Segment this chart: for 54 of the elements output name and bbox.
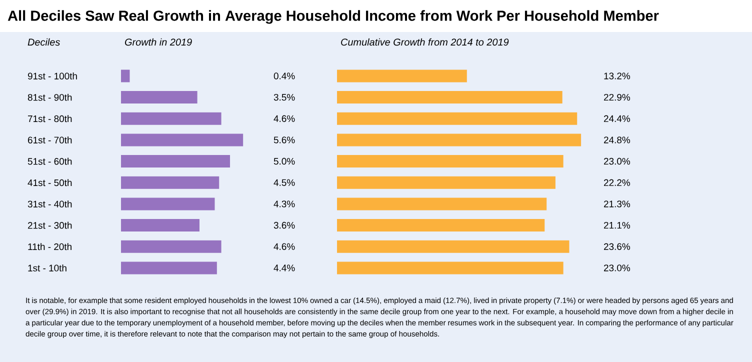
- chart-subtitle: Growth in 2019: [125, 38, 192, 46]
- bar: [337, 70, 467, 82]
- bar: [121, 262, 217, 274]
- data-label: 4.3%: [274, 200, 295, 208]
- y-tick-label: 61st - 70th: [28, 136, 72, 144]
- data-label: 4.4%: [274, 264, 295, 272]
- bar: [121, 219, 200, 232]
- bar: [337, 240, 570, 253]
- chart-subtitle: Cumulative Growth from 2014 to 2019: [341, 38, 509, 46]
- bar: [337, 176, 556, 189]
- text: All Deciles Saw Real Growth in Average Household Income from Work Per Household Member: [8, 10, 659, 24]
- bar: [337, 219, 545, 232]
- bar: [337, 155, 564, 168]
- y-tick-label: 31st - 40th: [28, 200, 72, 208]
- bar: [337, 134, 582, 146]
- data-label: 23.0%: [604, 158, 630, 165]
- y-tick-label: 21st - 30th: [28, 222, 72, 229]
- data-label: 0.4%: [274, 72, 295, 80]
- data-label: 24.8%: [604, 136, 630, 144]
- y-tick-label: 81st - 90th: [28, 94, 72, 101]
- y-tick-label: 11th - 20th: [28, 243, 72, 250]
- y-tick-label: 41st - 50th: [28, 179, 72, 186]
- data-label: 3.5%: [274, 94, 295, 101]
- bar: [337, 91, 562, 104]
- data-label: 24.4%: [604, 115, 630, 122]
- data-label: 13.2%: [604, 72, 630, 80]
- bar: [121, 70, 130, 82]
- data-label: 4.6%: [274, 243, 295, 250]
- data-label: 22.2%: [604, 179, 630, 186]
- data-label: 23.6%: [604, 243, 630, 250]
- bar: [121, 155, 230, 168]
- bar: [121, 176, 220, 189]
- bar: [121, 91, 198, 104]
- data-label: 21.3%: [604, 200, 630, 208]
- y-axis-title: Deciles: [28, 38, 60, 46]
- data-label: 21.1%: [604, 222, 630, 229]
- y-tick-label: 91st - 100th: [28, 72, 77, 80]
- bar: [121, 112, 222, 125]
- bar: [121, 240, 222, 253]
- bar: [121, 134, 244, 146]
- data-label: 22.9%: [604, 94, 630, 101]
- y-tick-label: 1st - 10th: [28, 264, 66, 272]
- data-label: 4.6%: [274, 115, 295, 122]
- bar: [337, 198, 547, 210]
- y-tick-label: 71st - 80th: [28, 115, 72, 122]
- data-label: 5.6%: [274, 136, 295, 144]
- bar: [121, 198, 215, 210]
- data-label: 5.0%: [274, 158, 295, 165]
- bar: [337, 112, 578, 125]
- data-label: 3.6%: [274, 222, 295, 229]
- data-label: 4.5%: [274, 179, 295, 186]
- y-tick-label: 51st - 60th: [28, 158, 72, 165]
- data-label: 23.0%: [604, 264, 630, 272]
- bar: [337, 262, 564, 274]
